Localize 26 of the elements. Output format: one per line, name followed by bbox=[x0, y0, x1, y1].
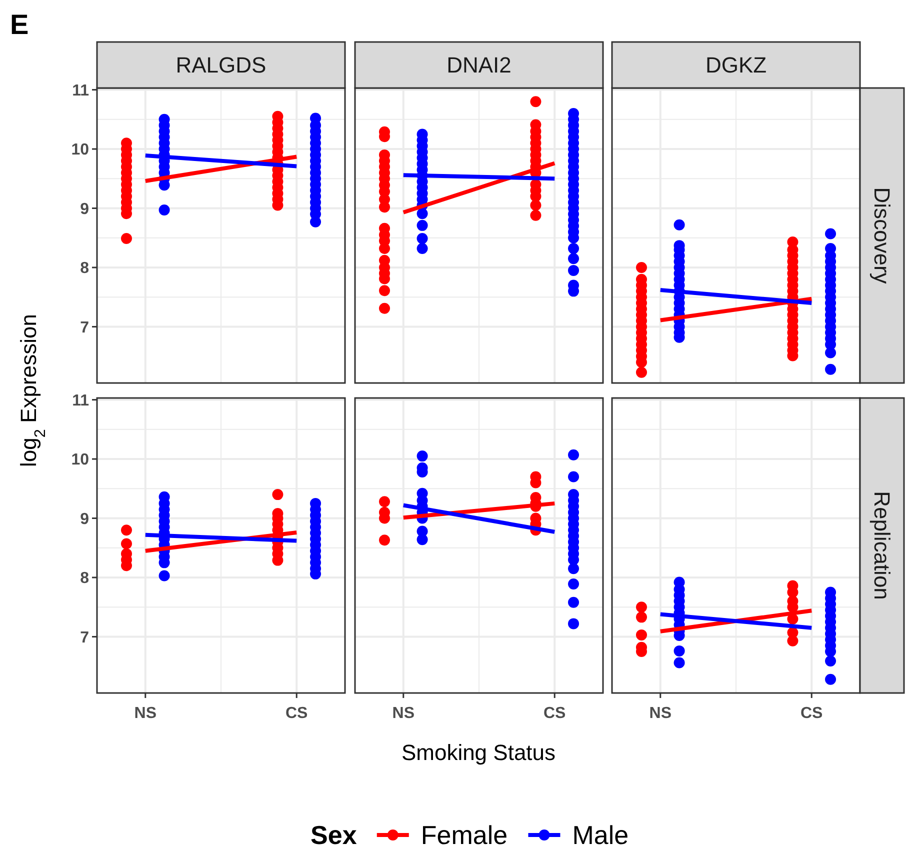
y-tick-label: 9 bbox=[80, 510, 90, 528]
y-tick-label: 11 bbox=[72, 392, 90, 410]
x-tick-label: CS bbox=[285, 705, 308, 722]
x-tick-label: CS bbox=[543, 705, 566, 722]
y-tick-label: 7 bbox=[80, 319, 90, 336]
y-tick-label: 10 bbox=[71, 452, 90, 469]
legend-title: Sex bbox=[310, 820, 358, 850]
text: Discovery bbox=[869, 187, 894, 284]
text: Replication bbox=[869, 491, 894, 600]
y-tick-label: 9 bbox=[80, 200, 90, 218]
y-tick-label: 7 bbox=[80, 629, 90, 646]
chart-title: DGKZ bbox=[705, 52, 767, 78]
y-tick-label: 10 bbox=[71, 142, 90, 159]
legend-label: Female bbox=[420, 820, 508, 850]
legend-label: Male bbox=[572, 820, 629, 850]
x-axis-title: Smoking Status bbox=[401, 740, 556, 765]
y-tick-label: 11 bbox=[72, 82, 90, 100]
x-tick-label: CS bbox=[800, 705, 824, 722]
x-tick-label: NS bbox=[649, 705, 672, 722]
x-tick-label: NS bbox=[134, 705, 157, 722]
y-tick-label: 8 bbox=[80, 260, 90, 278]
chart-title: DNAI2 bbox=[446, 52, 512, 78]
chart-title: RALGDS bbox=[176, 52, 266, 78]
y-tick-label: 8 bbox=[80, 570, 90, 588]
x-tick-label: NS bbox=[392, 705, 415, 722]
text: E bbox=[10, 9, 29, 40]
